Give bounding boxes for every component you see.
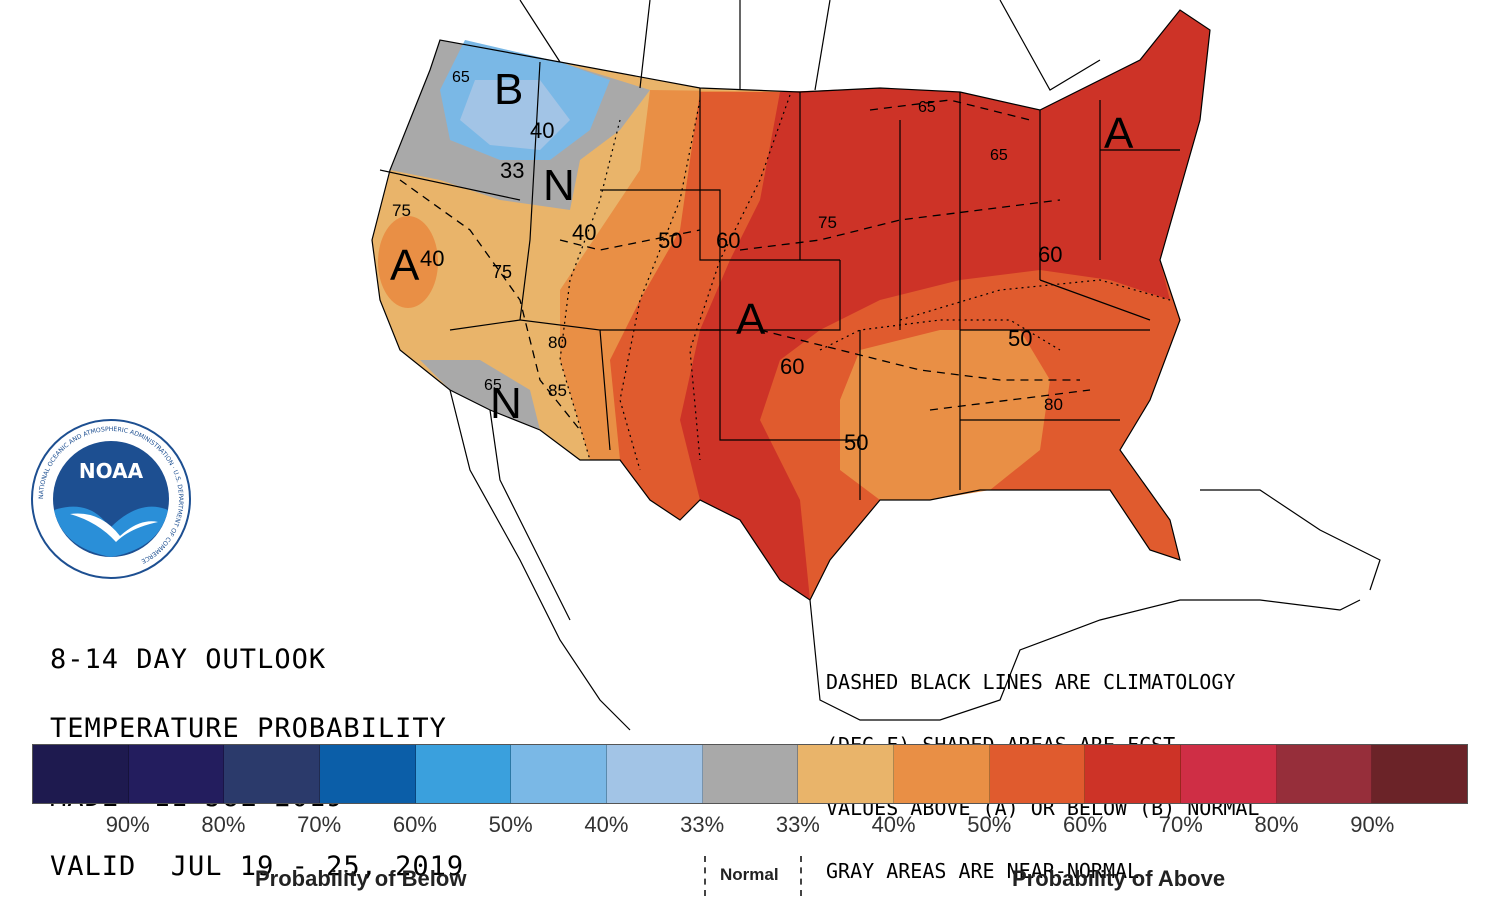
- legend-swatch: [320, 745, 416, 803]
- map-value: 40: [420, 246, 444, 271]
- map-value: 75: [492, 262, 512, 282]
- legend-swatch: [128, 745, 225, 803]
- map-value: 60: [1038, 242, 1062, 267]
- legend-swatch: [224, 745, 321, 803]
- notes-line-1: DASHED BLACK LINES ARE CLIMATOLOGY: [826, 670, 1236, 694]
- region-southwest-gray: [420, 360, 540, 430]
- legend-tick-label: 40%: [584, 812, 629, 837]
- region-red: [680, 10, 1210, 600]
- title-line-1: 8-14 DAY OUTLOOK: [50, 644, 327, 675]
- title-line-4: VALID JUL 19 - 25, 2019: [50, 851, 465, 882]
- legend-tick-label: 80%: [201, 812, 246, 837]
- legend-swatch: [798, 745, 895, 803]
- legend-category-above: Probability of Above: [1012, 866, 1226, 891]
- notes-line-4: GRAY AREAS ARE NEAR-NORMAL: [826, 859, 1140, 883]
- legend-tick-label: 60%: [1063, 812, 1108, 837]
- map-value: 75: [818, 213, 837, 232]
- map-letter: N: [490, 379, 522, 428]
- legend-category-normal: Normal: [720, 865, 779, 884]
- legend-tick-labels: 90% 80% 70% 60% 50% 40% 33% 33% 40% 50% 60% 70% 80% 9…: [0, 812, 1489, 842]
- map-value: 80: [1044, 395, 1063, 414]
- legend-tick-label: 80%: [1254, 812, 1299, 837]
- legend-swatch: [511, 745, 608, 803]
- map-letter: A: [736, 295, 766, 344]
- legend-tick-label: 50%: [967, 812, 1012, 837]
- legend-tick-label: 70%: [1158, 812, 1203, 837]
- map-value: 40: [530, 118, 554, 143]
- legend-swatch: [415, 745, 512, 803]
- region-southeast-orange: [840, 330, 1050, 500]
- map-value: 50: [1008, 326, 1032, 351]
- contour-values: 40 33 75 40 40 50 60 75 65 60 75 80 65 8…: [392, 69, 1063, 455]
- map-value: 65: [484, 377, 502, 394]
- title-line-2: TEMPERATURE PROBABILITY: [50, 713, 447, 744]
- legend-tick-label: 60%: [392, 812, 437, 837]
- region-northwest-lightblue: [460, 80, 570, 150]
- climatology-lines: [399, 99, 1091, 431]
- legend-tick-label: 90%: [1350, 812, 1395, 837]
- map-value: 75: [392, 201, 411, 220]
- map-value: 60: [716, 228, 740, 253]
- map-letter: A: [390, 241, 420, 290]
- noaa-logo: NATIONAL OCEANIC AND ATMOSPHERIC ADMINIS…: [31, 419, 191, 579]
- legend-category-below: Probability of Below: [255, 866, 467, 891]
- map-value: 50: [658, 228, 682, 253]
- region-california-orange: [378, 216, 438, 308]
- normal-separator-left: [704, 856, 706, 896]
- map-value: 65: [918, 99, 936, 116]
- category-letters: B N A A N A: [390, 65, 1134, 428]
- legend-tick-label: 33%: [680, 812, 725, 837]
- noaa-wordmark: NOAA: [79, 459, 144, 483]
- probability-contours: [559, 94, 1171, 471]
- legend-swatch: [1372, 745, 1468, 803]
- legend-tick-label: 40%: [871, 812, 916, 837]
- normal-separator-right: [800, 856, 802, 896]
- legend-tick-label: 33%: [775, 812, 820, 837]
- probability-legend: [32, 744, 1468, 804]
- neighbor-borders: [449, 0, 1381, 731]
- map-value: 80: [548, 333, 567, 352]
- map-value: 50: [844, 430, 868, 455]
- legend-swatch: [33, 745, 129, 803]
- legend-tick-label: 90%: [105, 812, 150, 837]
- map-value: 65: [452, 69, 470, 86]
- legend-swatch: [607, 745, 703, 803]
- legend-swatch: [702, 745, 799, 803]
- legend-swatch: [1181, 745, 1277, 803]
- map-value: 85: [548, 381, 567, 400]
- map-letter: N: [543, 161, 575, 210]
- map-value: 40: [572, 220, 596, 245]
- legend-swatch: [1085, 745, 1182, 803]
- legend-swatch: [989, 745, 1086, 803]
- map-letter: B: [494, 65, 523, 114]
- legend-swatch: [894, 745, 990, 803]
- map-value: 60: [780, 354, 804, 379]
- legend-tick-label: 50%: [488, 812, 533, 837]
- map-value: 65: [990, 147, 1008, 164]
- legend-tick-label: 70%: [297, 812, 342, 837]
- map-value: 33: [500, 158, 524, 183]
- legend-swatch: [1276, 745, 1373, 803]
- map-letter: A: [1104, 109, 1134, 158]
